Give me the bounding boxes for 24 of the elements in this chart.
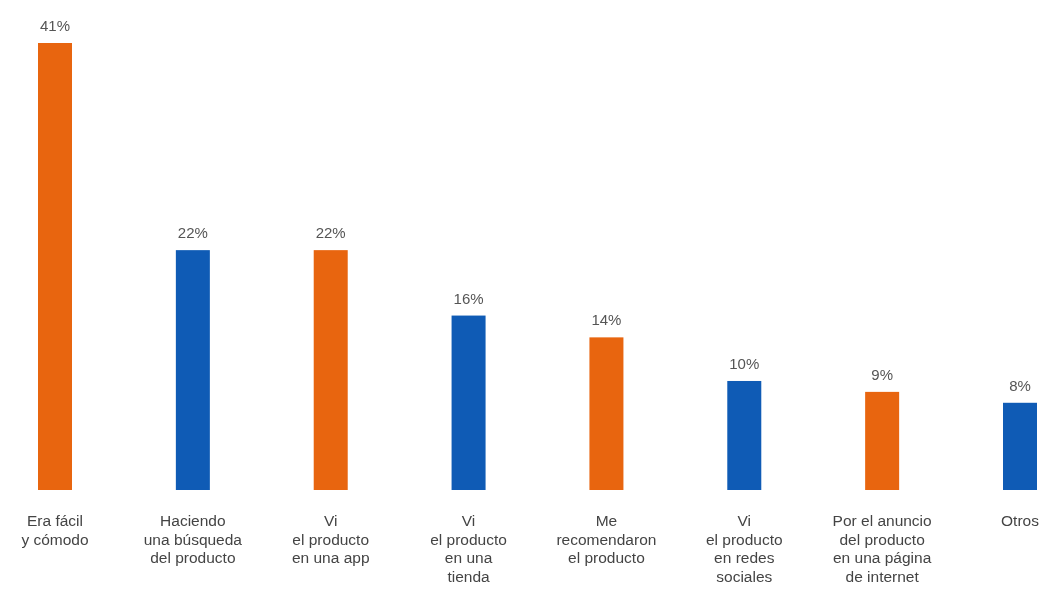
data-label: 9%	[871, 365, 893, 383]
bar	[1003, 402, 1037, 490]
bar	[865, 391, 900, 490]
data-label: 22%	[315, 224, 346, 242]
x-tick-label: Haciendo una búsqueda del producto	[143, 512, 243, 566]
x-tick-label: Otros	[1001, 512, 1040, 529]
x-tick-label: Era fácil y cómodo	[21, 512, 89, 548]
x-tick-label: Vi el producto en una tienda	[430, 512, 507, 585]
bar	[175, 250, 210, 490]
data-label: 14%	[591, 311, 622, 329]
x-tick-label: Por el anuncio del producto en una página de internet	[832, 512, 932, 585]
data-label: 41%	[39, 17, 71, 34]
data-label: 22%	[177, 224, 208, 242]
bar	[589, 337, 624, 490]
x-tick-label: Me recomendaron el producto	[556, 512, 657, 566]
data-label: 8%	[1009, 376, 1031, 394]
bar	[451, 315, 486, 490]
bar	[38, 43, 72, 490]
data-label: 16%	[453, 289, 484, 307]
x-tick-label: Vi el producto en una app	[291, 512, 370, 566]
data-label: 10%	[729, 354, 760, 372]
x-tick-label: Vi el producto en redes sociales	[705, 512, 783, 585]
bar	[313, 250, 348, 490]
bar	[727, 380, 762, 490]
